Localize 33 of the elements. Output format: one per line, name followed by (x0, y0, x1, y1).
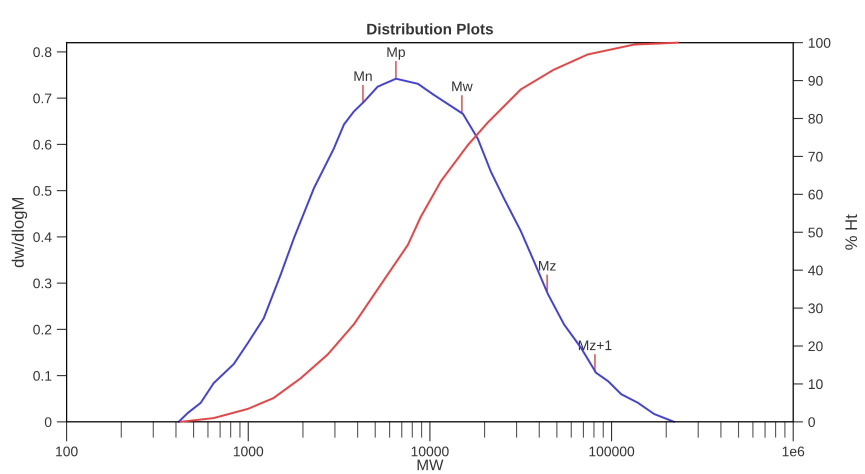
y2-tick-label: 10 (808, 379, 823, 390)
annotation: Mn (354, 71, 372, 81)
annotation: Mw (452, 82, 473, 92)
x-tick-label: 100 (56, 446, 78, 456)
y-tick-label: 0.2 (33, 324, 52, 335)
y-tick-label: 0.3 (33, 278, 52, 288)
y2-tick-label: 30 (808, 303, 823, 314)
y2-axis-title: % Ht (845, 214, 858, 250)
y2-tick-label: 100 (808, 38, 830, 48)
y-tick-label: 0.4 (33, 232, 52, 242)
y-tick-label: 0.5 (33, 186, 52, 196)
annotation: Mp (387, 47, 405, 60)
annotation: Mz (539, 260, 556, 271)
y2-tick-label: 90 (808, 76, 823, 86)
x-tick-label: 1000 (234, 446, 264, 456)
y2-tick-label: 80 (808, 114, 823, 124)
y-tick-label: 0.7 (33, 93, 52, 104)
y-tick-label: 0.8 (33, 47, 52, 58)
y2-tick-label: 40 (808, 266, 823, 276)
chart-title: Distribution Plots (367, 23, 493, 34)
x-axis-title: MW (418, 460, 444, 470)
x-tick-label: 100000 (589, 446, 634, 456)
y-axis-title: dw/dlogM (12, 198, 28, 268)
y2-tick-label: 50 (808, 228, 823, 238)
y2-tick-label: 20 (808, 341, 823, 352)
y-tick-label: 0 (44, 417, 52, 428)
y2-tick-label: 70 (808, 152, 823, 162)
y-tick-label: 0.1 (33, 370, 52, 381)
x-tick-label: 10000 (412, 446, 449, 456)
y2-tick-label: 0 (808, 417, 815, 428)
x-tick-label: 1e6 (782, 446, 804, 456)
y-tick-label: 0.6 (33, 140, 52, 150)
y2-tick-label: 60 (808, 190, 823, 200)
